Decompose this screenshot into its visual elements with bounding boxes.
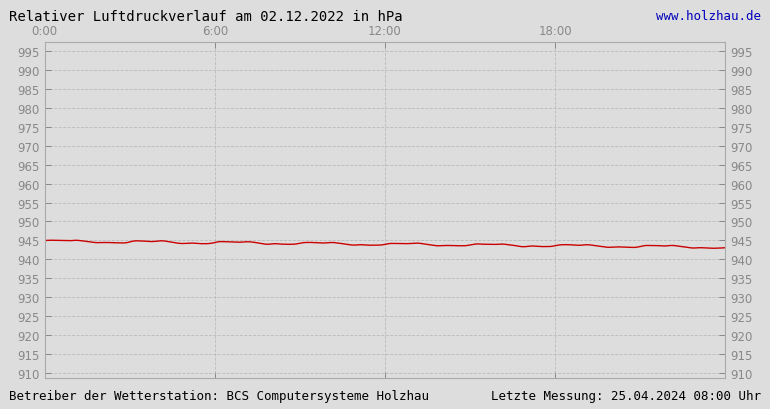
Text: Relativer Luftdruckverlauf am 02.12.2022 in hPa: Relativer Luftdruckverlauf am 02.12.2022… [9,10,403,24]
Text: www.holzhau.de: www.holzhau.de [656,10,761,23]
Text: Betreiber der Wetterstation: BCS Computersysteme Holzhau: Betreiber der Wetterstation: BCS Compute… [9,389,429,402]
Text: Letzte Messung: 25.04.2024 08:00 Uhr: Letzte Messung: 25.04.2024 08:00 Uhr [490,389,761,402]
